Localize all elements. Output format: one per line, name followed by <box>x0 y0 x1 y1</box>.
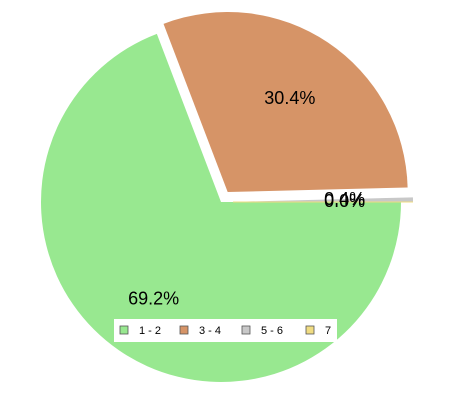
legend-swatch-7 <box>305 325 315 335</box>
slice-label-1-2: 69.2% <box>128 289 179 309</box>
legend-swatch-5-6 <box>241 325 251 335</box>
legend-label-7: 7 <box>325 325 331 337</box>
legend-box <box>114 319 337 342</box>
pie-labels: 69.2% 30.4% 0.4%0.0% <box>128 88 365 308</box>
pie-slice-3-4 <box>163 12 408 193</box>
legend-label-5-6: 5 - 6 <box>261 325 283 337</box>
slice-label-5-6: 0.4% <box>324 189 365 209</box>
legend-swatch-1-2 <box>119 325 129 335</box>
pie-slice-1-2 <box>40 33 401 382</box>
legend: 1 - 2 3 - 4 5 - 6 7 <box>114 319 337 342</box>
legend-label-3-4: 3 - 4 <box>199 325 221 337</box>
slice-label-3-4: 30.4% <box>264 88 315 108</box>
legend-label-1-2: 1 - 2 <box>139 325 161 337</box>
pie-slice-5-6 <box>232 197 413 202</box>
pie-slices <box>40 12 413 382</box>
slice-label-7: 0.0% <box>324 191 365 211</box>
legend-swatch-3-4 <box>179 325 189 335</box>
